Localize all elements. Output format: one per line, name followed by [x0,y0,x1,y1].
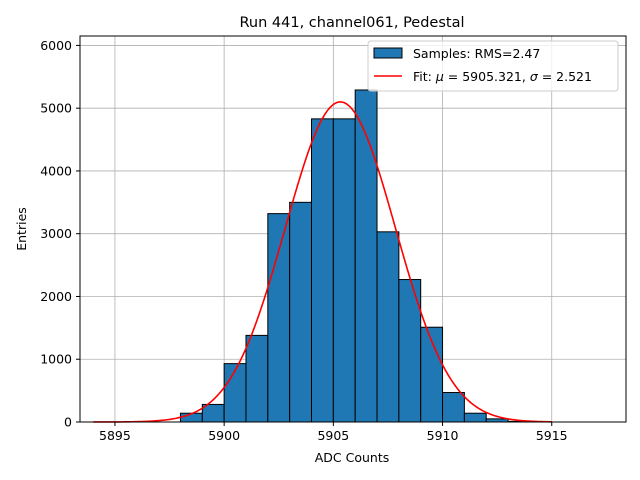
legend-label-fit: Fit: μ = 5905.321, σ = 2.521 [413,69,592,84]
y-tick-label: 0 [64,415,72,430]
legend-fit-mu-symbol: μ [435,69,444,84]
y-tick-label: 5000 [40,101,72,116]
histogram-bar [463,412,487,423]
legend-box [367,40,619,92]
histogram-bar [332,118,356,423]
x-axis-label: ADC Counts [315,450,390,465]
histogram-bar [289,201,313,423]
histogram-bar [376,231,400,423]
legend-fit-sigma-text: = 2.521 [538,69,592,84]
plot-frame [79,35,627,423]
legend-fit-sigma-symbol: σ [530,69,539,84]
legend-swatch-samples [373,47,403,59]
histogram-bar [442,392,465,423]
y-tick-label: 4000 [40,163,72,178]
x-tick-label: 5905 [317,428,349,443]
histogram-bar [223,363,247,423]
x-tick-label: 5900 [208,428,240,443]
legend-fit-prefix: Fit: [413,69,436,84]
legend-fit-mu-text: = 5905.321, [444,69,530,84]
y-tick-label: 6000 [40,38,72,53]
histogram-bar [267,213,291,423]
x-tick-label: 5895 [99,428,131,443]
chart-title: Run 441, channel061, Pedestal [239,15,464,31]
histogram-bar [245,334,269,423]
histogram-bar [354,89,378,423]
y-axis-label: Entries [14,207,29,251]
histogram-bar [201,403,225,423]
y-tick-label: 2000 [40,289,72,304]
x-axis-ticks: 5895 5900 5905 5910 5915 [99,422,568,443]
histogram-bars [179,89,531,423]
y-axis-ticks: 0 1000 2000 3000 4000 5000 6000 [40,38,80,430]
y-tick-label: 3000 [40,226,72,241]
y-tick-label: 1000 [40,352,72,367]
legend-label-samples: Samples: RMS=2.47 [413,46,540,61]
x-tick-label: 5915 [536,428,568,443]
fit-curve [93,101,552,423]
histogram-bar [311,118,334,423]
x-tick-label: 5910 [427,428,459,443]
legend: Samples: RMS=2.47 Fit: μ = 5905.321, σ =… [367,40,619,92]
